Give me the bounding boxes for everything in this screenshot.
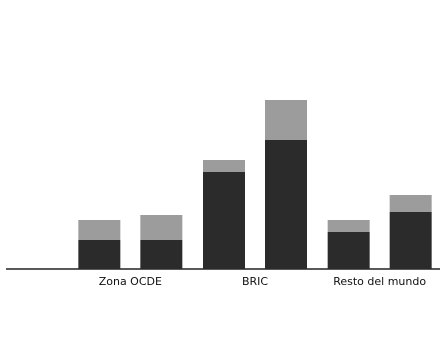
x-tick-label: BRIC — [242, 275, 268, 288]
bar-segment — [389, 195, 432, 212]
bar-segment — [265, 140, 307, 269]
bar-segment — [78, 240, 121, 269]
bar-segment — [203, 160, 245, 172]
bar-segment — [203, 172, 245, 269]
bar-segment — [327, 232, 370, 269]
bar-segment — [389, 212, 432, 269]
bar-segment — [265, 100, 307, 140]
bar-segment — [78, 220, 121, 240]
bar-segment — [327, 220, 370, 232]
x-tick-label: Resto del mundo — [333, 275, 426, 288]
bar-segment — [140, 215, 183, 240]
x-tick-label: Zona OCDE — [99, 275, 162, 288]
bar-segment — [140, 240, 183, 269]
